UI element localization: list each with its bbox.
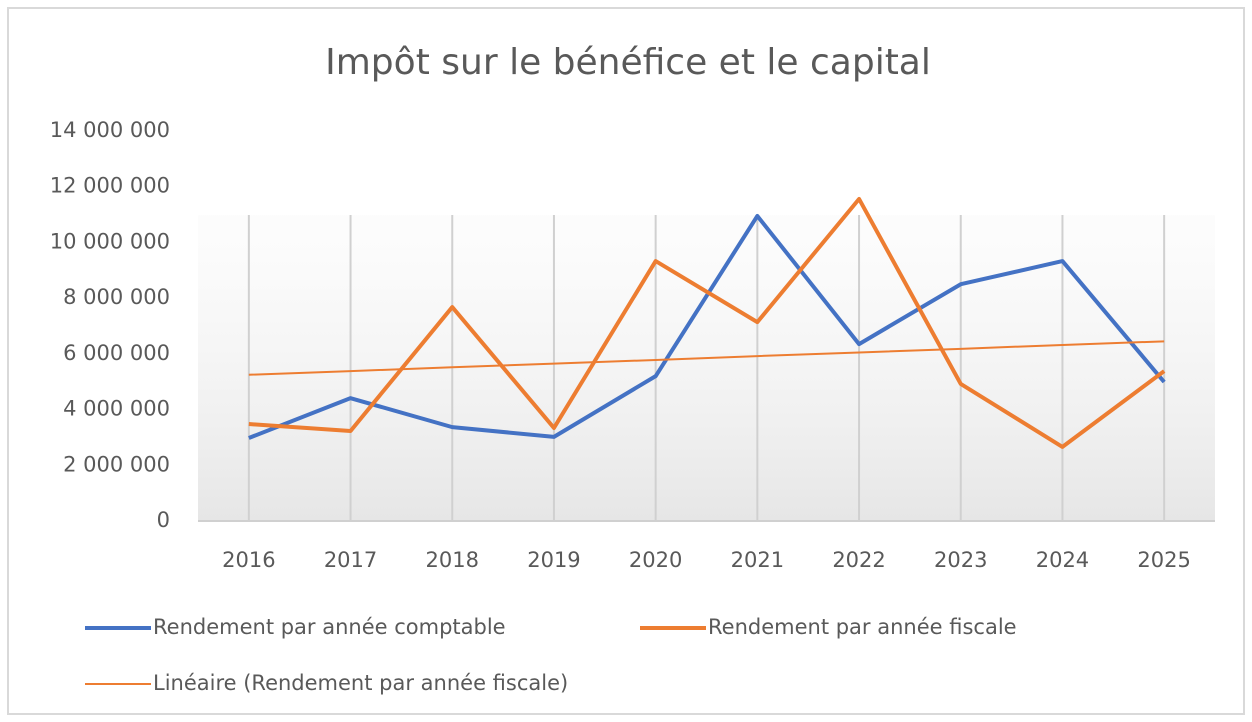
y-tick-label: 10 000 000 xyxy=(50,229,170,253)
x-tick-label: 2020 xyxy=(629,548,682,572)
y-tick-label: 14 000 000 xyxy=(50,118,170,142)
series-line xyxy=(248,213,1166,440)
y-tick-label: 12 000 000 xyxy=(50,174,170,198)
x-tick-label: 2023 xyxy=(934,548,987,572)
x-tick-label: 2016 xyxy=(222,548,275,572)
chart-title: Impôt sur le bénéfice et le capital xyxy=(325,42,931,83)
legend-label: Rendement par année fiscale xyxy=(708,615,1017,639)
x-tick-label: 2021 xyxy=(731,548,784,572)
y-tick-label: 6 000 000 xyxy=(63,341,170,365)
x-tick-label: 2017 xyxy=(324,548,377,572)
legend-label: Linéaire (Rendement par année fiscale) xyxy=(153,671,568,695)
x-tick-label: 2018 xyxy=(426,548,479,572)
legend-label: Rendement par année comptable xyxy=(153,615,506,639)
y-tick-label: 4 000 000 xyxy=(63,397,170,421)
y-tick-label: 0 xyxy=(157,508,170,532)
x-tick-label: 2025 xyxy=(1137,548,1190,572)
y-tick-label: 2 000 000 xyxy=(63,452,170,476)
x-tick-label: 2024 xyxy=(1036,548,1089,572)
x-tick-label: 2019 xyxy=(527,548,580,572)
y-tick-label: 8 000 000 xyxy=(63,285,170,309)
x-tick-label: 2022 xyxy=(832,548,885,572)
series-line xyxy=(248,340,1165,376)
